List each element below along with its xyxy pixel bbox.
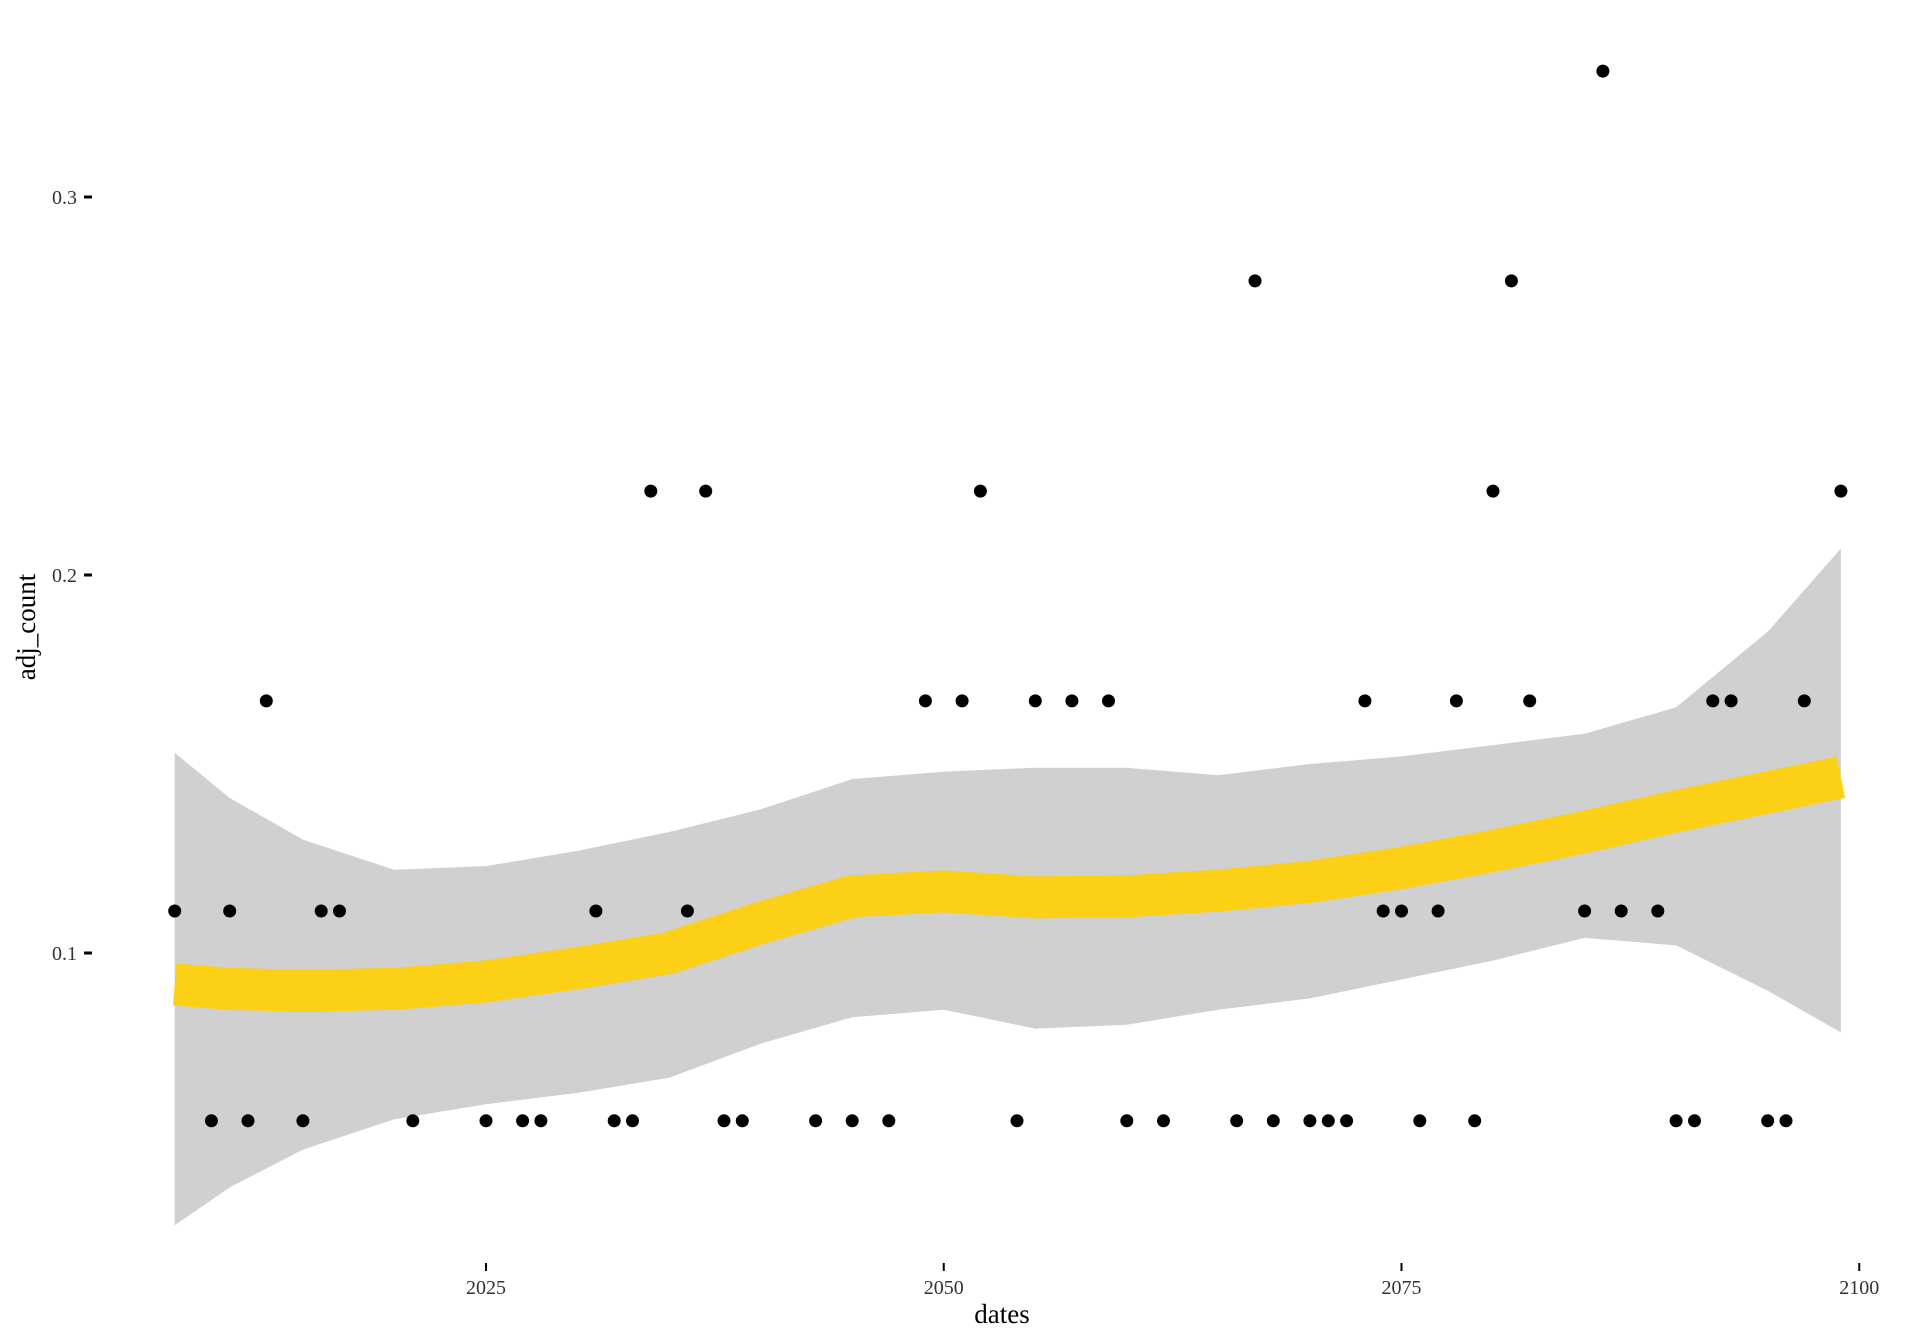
data-point — [1358, 694, 1372, 708]
data-point — [1614, 904, 1628, 918]
data-point — [1230, 1114, 1244, 1128]
data-point — [1065, 694, 1079, 708]
data-point — [259, 694, 273, 708]
data-point — [1413, 1114, 1427, 1128]
y-tick-label: 0.3 — [52, 187, 77, 209]
data-point — [845, 1114, 859, 1128]
data-point — [699, 484, 713, 498]
smooth-line-layer — [172, 756, 1846, 1012]
data-point — [735, 1114, 749, 1128]
data-point — [717, 1114, 731, 1128]
data-point — [1504, 274, 1518, 288]
y-tick-label: 0.2 — [52, 565, 77, 587]
data-point — [479, 1114, 493, 1128]
data-point — [1157, 1114, 1170, 1128]
data-point — [1779, 1114, 1793, 1128]
data-point — [1248, 274, 1262, 288]
data-point — [882, 1114, 896, 1128]
data-point — [1651, 904, 1665, 918]
x-axis-title: dates — [974, 1299, 1029, 1329]
x-tick-label: 2050 — [924, 1277, 964, 1299]
axes-layer: 2025 2050 2075 2100 0.1 0.2 0.3 — [52, 187, 1879, 1299]
data-point — [1266, 1114, 1280, 1128]
smooth-line — [172, 756, 1846, 1012]
data-point — [1523, 694, 1537, 708]
data-point — [168, 904, 182, 918]
data-point — [680, 904, 694, 918]
x-tick-label: 2075 — [1382, 1277, 1422, 1299]
data-point — [1797, 694, 1811, 708]
data-point — [1834, 484, 1848, 498]
data-point — [809, 1114, 823, 1128]
data-point — [1303, 1114, 1317, 1128]
data-point — [1395, 904, 1408, 918]
data-point — [333, 904, 346, 918]
data-point — [204, 1114, 218, 1128]
data-point — [1010, 1114, 1024, 1128]
data-point — [1449, 694, 1463, 708]
data-point — [296, 1114, 310, 1128]
data-point — [1688, 1114, 1701, 1128]
data-point — [1486, 484, 1500, 498]
data-point — [644, 484, 658, 498]
data-points-layer — [168, 64, 1848, 1128]
data-point — [955, 694, 969, 708]
data-point — [1340, 1114, 1354, 1128]
data-point — [1468, 1114, 1482, 1128]
data-point — [1669, 1114, 1683, 1128]
data-point — [607, 1114, 621, 1128]
data-point — [1761, 1114, 1775, 1128]
data-point — [241, 1114, 255, 1128]
data-point — [534, 1114, 548, 1128]
x-tick-label: 2100 — [1839, 1277, 1879, 1299]
data-point — [589, 904, 603, 918]
data-point — [1578, 904, 1592, 918]
x-tick-label: 2025 — [466, 1277, 506, 1299]
data-point — [1120, 1114, 1134, 1128]
data-point — [406, 1114, 420, 1128]
data-point — [1431, 904, 1445, 918]
data-point — [1706, 694, 1720, 708]
data-point — [626, 1114, 639, 1128]
data-point — [1102, 694, 1115, 708]
data-point — [223, 904, 237, 918]
y-tick-label: 0.1 — [52, 943, 77, 965]
data-point — [1321, 1114, 1335, 1128]
data-point — [1724, 694, 1738, 708]
data-point — [314, 904, 328, 918]
data-point — [973, 484, 987, 498]
data-point — [516, 1114, 530, 1128]
data-point — [1596, 64, 1610, 78]
data-point — [1376, 904, 1390, 918]
data-point — [1028, 694, 1042, 708]
data-point — [918, 694, 932, 708]
y-axis-title: adj_count — [11, 573, 41, 680]
